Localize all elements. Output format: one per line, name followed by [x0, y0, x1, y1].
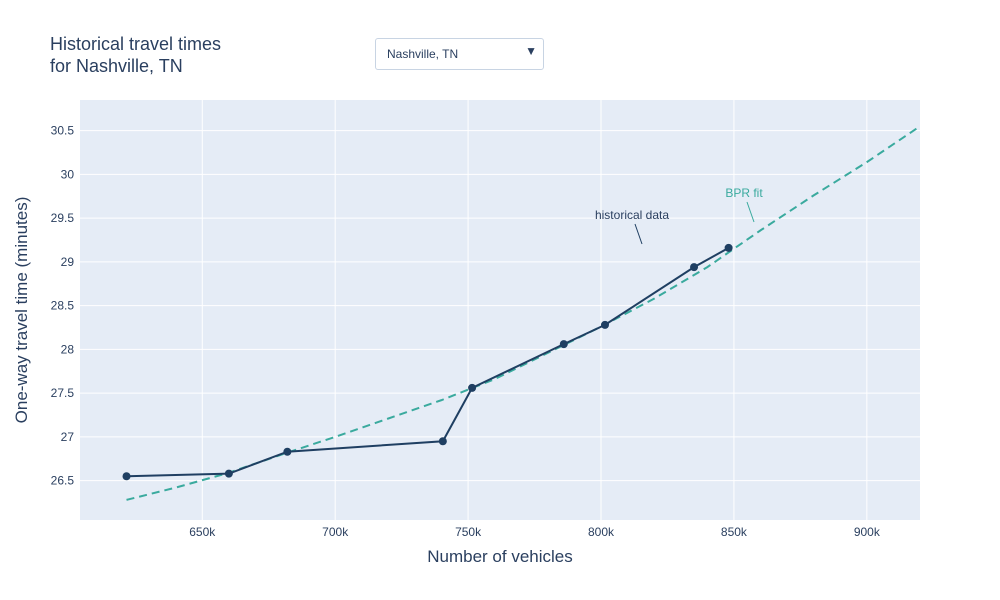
historical-data-point[interactable]: [724, 243, 733, 252]
y-tick-label: 27: [61, 430, 75, 444]
historical-data-annotation-arrow: [634, 223, 643, 245]
historical-data-point[interactable]: [559, 340, 568, 349]
city-dropdown[interactable]: Nashville, TN ▼: [375, 38, 544, 70]
historical-data-point[interactable]: [283, 447, 292, 456]
x-tick-label: 650k: [189, 525, 216, 539]
grid-lines: [80, 100, 920, 520]
x-tick-label: 850k: [721, 525, 748, 539]
axis-labels: 650k 700k 750k 800k 850k 900k 26.5 27 27.5 28 28.5…: [51, 124, 881, 539]
y-tick-label: 28: [61, 342, 75, 356]
bpr-fit-annotation-arrow: [746, 201, 755, 223]
y-tick-label: 29.5: [51, 211, 75, 225]
y-tick-label: 27.5: [51, 386, 75, 400]
x-tick-label: 750k: [455, 525, 482, 539]
x-tick-label: 800k: [588, 525, 615, 539]
chart-title: Historical travel times for Nashville, T…: [50, 33, 221, 77]
y-tick-label: 30.5: [51, 124, 75, 138]
historical-data-point[interactable]: [224, 469, 233, 478]
historical-data-annotation: historical data: [595, 208, 669, 222]
annotations: historical data BPR fit: [595, 186, 763, 245]
historical-data-point[interactable]: [468, 383, 477, 392]
x-tick-label: 900k: [854, 525, 881, 539]
bpr-fit-annotation: BPR fit: [725, 186, 763, 200]
historical-data-point[interactable]: [690, 263, 699, 272]
chart-title-line-1: Historical travel times: [50, 34, 222, 54]
chart-title-line-2: for Nashville, TN: [50, 56, 183, 76]
y-tick-label: 29: [61, 255, 75, 269]
historical-data-point[interactable]: [601, 320, 609, 329]
x-axis-title: Number of vehicles: [427, 547, 573, 566]
x-tick-label: 700k: [322, 525, 349, 539]
y-tick-label: 28.5: [51, 299, 75, 313]
city-dropdown-value: Nashville, TN: [387, 47, 459, 61]
historical-data-point[interactable]: [122, 472, 131, 481]
plot-area: [80, 100, 920, 520]
series-layer: [122, 125, 920, 501]
y-tick-label: 30: [61, 167, 75, 181]
historical-data-point[interactable]: [438, 437, 447, 446]
triangle-down-icon[interactable]: ▼: [525, 44, 537, 58]
y-axis-title: One-way travel time (minutes): [12, 197, 31, 424]
y-tick-label: 26.5: [51, 474, 75, 488]
